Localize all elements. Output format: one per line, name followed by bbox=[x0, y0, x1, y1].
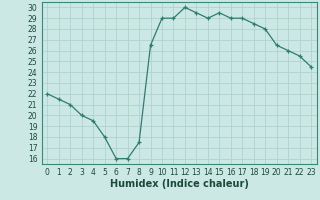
X-axis label: Humidex (Indice chaleur): Humidex (Indice chaleur) bbox=[110, 179, 249, 189]
